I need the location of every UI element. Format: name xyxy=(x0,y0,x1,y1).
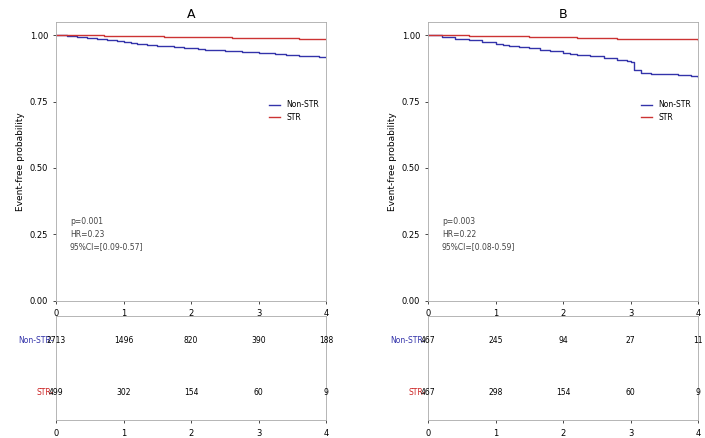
Y-axis label: Event-free probability: Event-free probability xyxy=(16,112,25,211)
Text: 9: 9 xyxy=(324,388,329,397)
Text: 499: 499 xyxy=(49,388,63,397)
Text: 188: 188 xyxy=(319,336,333,345)
X-axis label: Time (Years)
Number at risk: Time (Years) Number at risk xyxy=(157,321,225,340)
Title: A: A xyxy=(187,8,195,21)
Text: 390: 390 xyxy=(251,336,266,345)
Text: 1496: 1496 xyxy=(114,336,133,345)
Text: 60: 60 xyxy=(254,388,264,397)
Y-axis label: Event-free probability: Event-free probability xyxy=(388,112,398,211)
Legend: Non-STR, STR: Non-STR, STR xyxy=(638,97,694,125)
Text: STR-: STR- xyxy=(408,388,426,397)
Text: 60: 60 xyxy=(625,388,635,397)
Text: 245: 245 xyxy=(489,336,503,345)
X-axis label: Time (Years)
Number at risk: Time (Years) Number at risk xyxy=(529,321,597,340)
Text: p=0.003
HR=0.22
95%CI=[0.08-0.59]: p=0.003 HR=0.22 95%CI=[0.08-0.59] xyxy=(442,217,515,251)
Title: B: B xyxy=(559,8,568,21)
Text: 154: 154 xyxy=(556,388,570,397)
Text: 467: 467 xyxy=(421,336,436,345)
Text: STR-: STR- xyxy=(37,388,54,397)
Text: 11: 11 xyxy=(693,336,703,345)
Text: 298: 298 xyxy=(489,388,503,397)
Text: 467: 467 xyxy=(421,388,436,397)
Text: p=0.001
HR=0.23
95%CI=[0.09-0.57]: p=0.001 HR=0.23 95%CI=[0.09-0.57] xyxy=(70,217,143,251)
Text: 27: 27 xyxy=(626,336,635,345)
Text: 154: 154 xyxy=(184,388,198,397)
Text: Non-STR-: Non-STR- xyxy=(18,336,54,345)
Text: 2713: 2713 xyxy=(47,336,66,345)
Text: Non-STR-: Non-STR- xyxy=(391,336,426,345)
Text: 9: 9 xyxy=(696,388,700,397)
Legend: Non-STR, STR: Non-STR, STR xyxy=(266,97,322,125)
Text: 94: 94 xyxy=(558,336,568,345)
Text: 302: 302 xyxy=(116,388,131,397)
Text: 820: 820 xyxy=(184,336,198,345)
